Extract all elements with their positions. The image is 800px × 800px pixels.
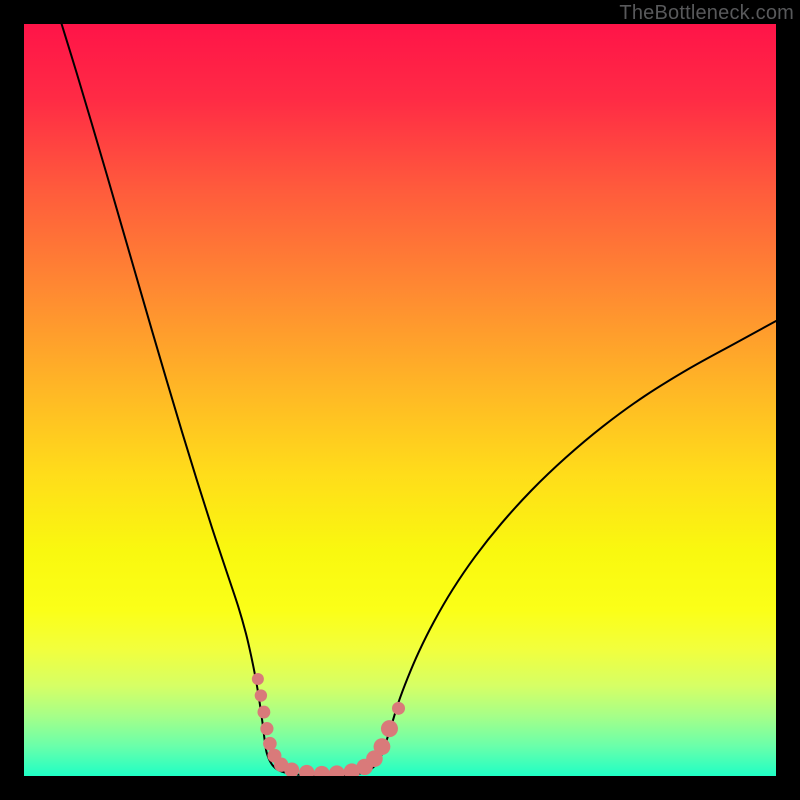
scatter-point [255,689,267,701]
scatter-point [263,737,277,751]
scatter-point [257,706,270,719]
scatter-point [252,673,264,685]
scatter-point [381,720,398,737]
chart-svg [24,24,776,776]
scatter-point [374,738,391,755]
chart-background [24,24,776,776]
watermark-text: TheBottleneck.com [619,2,794,25]
scatter-point [260,722,273,735]
chart-plot-area [24,24,776,776]
scatter-point [392,702,405,715]
